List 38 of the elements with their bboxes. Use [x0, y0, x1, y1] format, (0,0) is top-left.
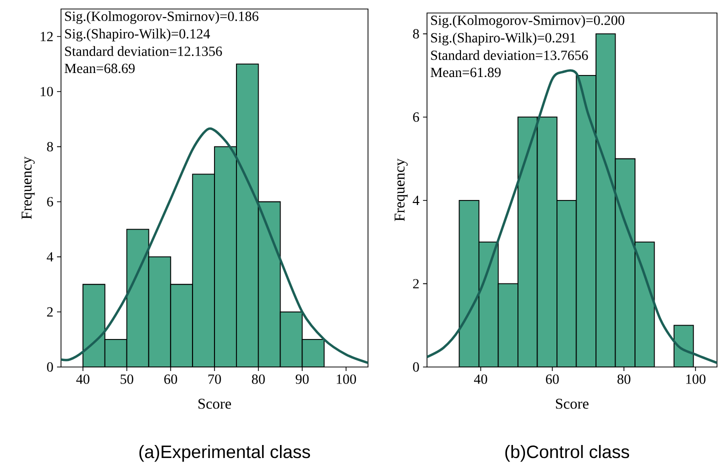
- x-axis-title: Score: [556, 398, 588, 409]
- annotation: Sig.(Shapiro-Wilk)=0.291: [431, 32, 576, 46]
- x-tick-label: 100: [686, 374, 706, 384]
- y-tick-label: 8: [413, 29, 419, 39]
- y-tick-label: 4: [412, 196, 420, 205]
- annotation: Standard deviation=12.1356: [65, 46, 222, 56]
- y-tick-label: 10: [40, 86, 53, 96]
- y-tick-label: 6: [413, 112, 420, 122]
- x-tick-label: 40: [474, 374, 488, 384]
- text: (a)Experimental class: [139, 444, 310, 462]
- y-tick-label: 4: [46, 252, 54, 262]
- text: (b)Control class: [505, 444, 630, 462]
- y-tick-label: 0: [413, 362, 419, 372]
- x-tick-label: 90: [296, 374, 309, 384]
- y-tick-label: 12: [40, 32, 53, 42]
- annotation: Mean=68.69: [64, 64, 135, 74]
- x-tick-label: 50: [120, 374, 134, 384]
- y-tick-label: 2: [413, 279, 419, 288]
- x-tick-label: 80: [252, 374, 265, 384]
- annotation: Sig.(Shapiro-Wilk)=0.124: [65, 28, 210, 42]
- y-axis-title: Frequency: [394, 158, 408, 222]
- y-tick-label: 2: [47, 307, 53, 317]
- annotation: Mean=61.89: [430, 68, 501, 78]
- y-tick-label: 6: [47, 197, 54, 206]
- annotation: Standard deviation=13.7656: [431, 50, 588, 60]
- line-series: [61, 128, 368, 364]
- annotation: Sig.(Kolmogorov-Smirnov)=0.200: [431, 15, 624, 28]
- y-tick-label: 0: [47, 362, 53, 372]
- x-tick-label: 80: [617, 374, 630, 384]
- x-tick-label: 100: [336, 374, 356, 384]
- x-tick-label: 70: [208, 374, 221, 384]
- annotation: Sig.(Kolmogorov-Smirnov)=0.186: [65, 11, 258, 24]
- x-tick-label: 60: [546, 374, 559, 384]
- y-axis-title: Frequency: [22, 156, 35, 220]
- x-axis-title: Score: [198, 398, 231, 409]
- x-tick-label: 40: [76, 374, 90, 384]
- x-tick-label: 60: [164, 374, 178, 384]
- y-tick-label: 8: [47, 142, 53, 152]
